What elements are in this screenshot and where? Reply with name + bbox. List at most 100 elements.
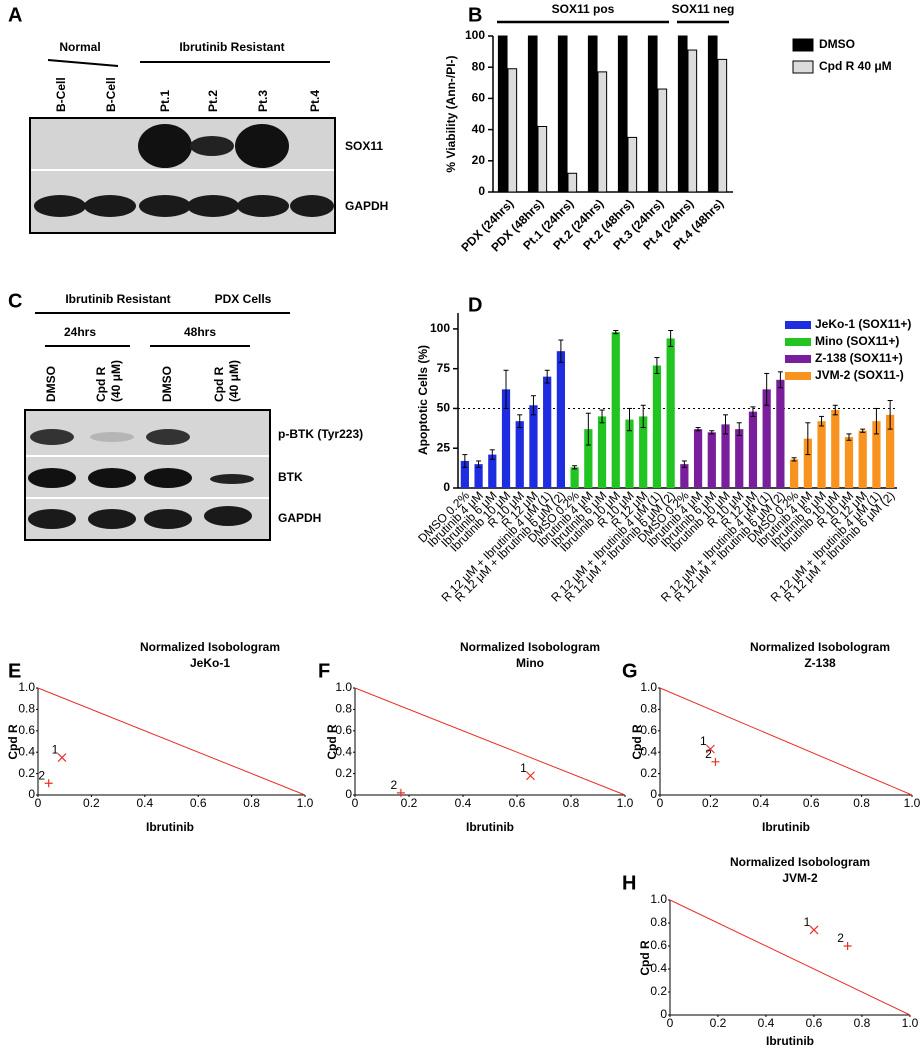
band — [146, 429, 190, 445]
point — [711, 757, 720, 766]
bar — [527, 35, 538, 193]
y-tick-label: 0.8 — [640, 702, 657, 716]
panel-label: E — [8, 660, 21, 682]
legend-swatch — [785, 372, 811, 380]
panel-label: B — [468, 4, 482, 26]
band — [235, 124, 289, 168]
bar — [556, 351, 566, 488]
y-tick-label: 0 — [650, 787, 657, 801]
x-tick-label: 0 — [352, 796, 359, 810]
time-label: 24hrs — [64, 325, 96, 339]
y-tick-label: 0.2 — [335, 766, 352, 780]
band — [88, 468, 136, 488]
bar — [831, 410, 840, 488]
lane-label: Pt.4 — [308, 90, 322, 112]
band — [210, 474, 254, 484]
bar — [597, 416, 607, 488]
x-tick-label: 1.0 — [297, 796, 314, 810]
point-label: 1 — [520, 761, 527, 775]
bar — [817, 421, 826, 488]
chart-title: Normalized Isobologram — [730, 855, 870, 869]
bar — [543, 376, 552, 488]
x-tick-label: 0.2 — [710, 1016, 727, 1030]
group-label: Ibrutinib Resistant — [179, 40, 284, 54]
y-tick-label: 0 — [345, 787, 352, 801]
x-tick-label: 0.8 — [854, 1016, 871, 1030]
y-tick-label: 0.4 — [650, 961, 667, 975]
bar — [617, 35, 628, 193]
chart-title: Normalized Isobologram — [140, 640, 280, 654]
lane-label: B-Cell — [104, 77, 118, 112]
panel-label: F — [318, 660, 330, 682]
bar — [587, 35, 598, 193]
x-tick-label: 1.0 — [902, 1016, 919, 1030]
x-tick-label: 0.8 — [243, 796, 260, 810]
legend-swatch — [785, 321, 811, 329]
y-axis-label: Cpd R — [638, 940, 652, 976]
y-tick-label: 0.6 — [18, 723, 35, 737]
band — [88, 509, 136, 529]
band — [28, 509, 76, 529]
bar — [570, 467, 579, 488]
y-tick-label: 0.8 — [335, 702, 352, 716]
group-label: PDX Cells — [215, 292, 272, 306]
panel-label: A — [8, 4, 22, 26]
y-tick-label: 80 — [472, 59, 486, 73]
y-tick-label: 60 — [472, 91, 486, 105]
band-label: BTK — [278, 470, 303, 484]
x-tick-label: 0.2 — [401, 796, 418, 810]
bar — [657, 88, 668, 193]
y-tick-label: 100 — [430, 321, 450, 335]
legend-swatch — [792, 60, 814, 74]
bar — [507, 68, 518, 193]
y-tick-label: 20 — [472, 153, 486, 167]
y-tick-label: 0.6 — [335, 723, 352, 737]
legend-swatch — [785, 355, 811, 363]
bar — [488, 454, 497, 488]
band-label: GAPDH — [278, 511, 321, 525]
legend-label: Z-138 (SOX11+) — [815, 351, 903, 365]
bar — [567, 172, 578, 193]
bar — [707, 35, 718, 193]
x-tick-label: 0.8 — [853, 796, 870, 810]
y-tick-label: 0.2 — [650, 984, 667, 998]
band — [139, 195, 191, 217]
y-tick-label: 1.0 — [335, 680, 352, 694]
panel-label: D — [468, 294, 482, 316]
band-label: p-BTK (Tyr223) — [278, 427, 363, 441]
lane-label: (40 μM) — [227, 360, 241, 402]
y-tick-label: 0.8 — [650, 915, 667, 929]
x-axis-label: Ibrutinib — [466, 820, 514, 834]
band — [290, 195, 334, 217]
point — [843, 942, 852, 950]
y-tick-label: 0.8 — [18, 702, 35, 716]
point-label: 1 — [52, 743, 59, 757]
x-tick-label: 0.2 — [83, 796, 100, 810]
y-tick-label: 0 — [478, 184, 485, 198]
additivity-line — [659, 687, 913, 796]
x-tick-label: 0 — [35, 796, 42, 810]
point-label: 2 — [837, 931, 844, 945]
bar — [611, 332, 620, 488]
bar — [597, 71, 608, 193]
x-tick-label: 0.6 — [190, 796, 207, 810]
point-label: 1 — [700, 734, 707, 748]
bar — [735, 429, 744, 488]
lane-label: Pt.3 — [256, 90, 270, 112]
additivity-line — [669, 899, 911, 1016]
bar — [886, 414, 895, 488]
group-label: SOX11 pos — [552, 2, 615, 16]
bar — [529, 405, 538, 488]
bar — [515, 421, 524, 488]
bar — [789, 459, 799, 488]
legend-label: DMSO — [819, 37, 855, 51]
y-tick-label: 25 — [437, 440, 451, 454]
bar — [844, 437, 854, 488]
band — [187, 195, 239, 217]
bar — [677, 35, 688, 193]
x-tick-label: 1.0 — [904, 796, 921, 810]
y-axis-label: % Viability (Ann-/PI-) — [444, 55, 458, 172]
x-tick-label: 1.0 — [617, 796, 634, 810]
additivity-line — [354, 687, 626, 796]
